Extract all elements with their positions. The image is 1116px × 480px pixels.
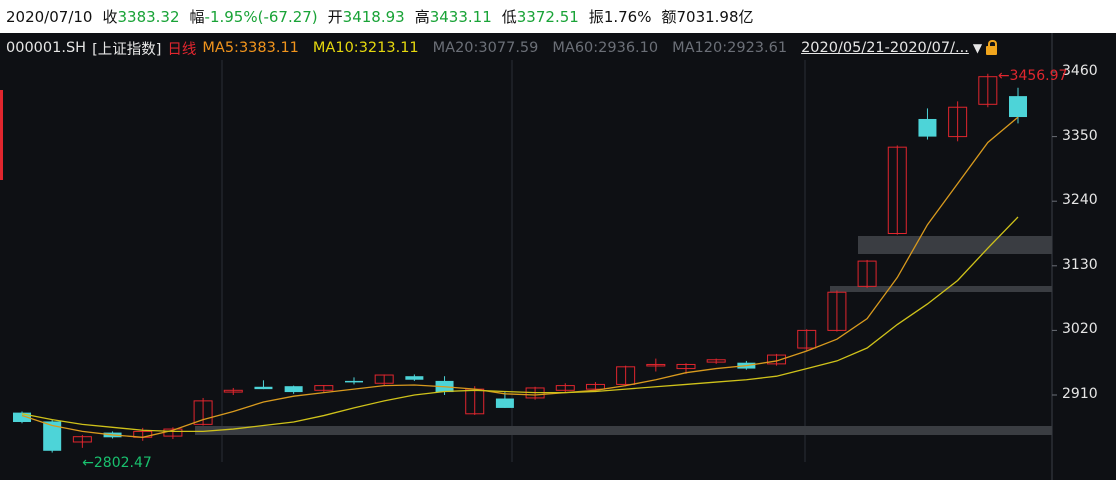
y-tick-label: 2910	[1062, 386, 1098, 402]
ma120-label: MA120:2923.61	[672, 40, 788, 56]
chart-area[interactable]	[0, 33, 1116, 480]
y-tick-label: 3130	[1062, 256, 1098, 273]
security-code: 000001.SH	[6, 40, 87, 56]
candle-body	[254, 386, 273, 390]
low-annotation: ←2802.47	[82, 454, 152, 471]
quote-date: 2020/07/10	[6, 7, 93, 26]
candle-body	[646, 363, 666, 367]
dropdown-triangle-icon[interactable]: ▼	[972, 41, 983, 55]
y-tick-label: 3240	[1062, 192, 1098, 209]
candle-body	[585, 383, 605, 390]
left-marker	[0, 90, 3, 180]
low-value: 3372.51	[516, 8, 579, 26]
amplitude-label: 振	[588, 8, 604, 26]
ma5-label: MA5:3383.11	[202, 40, 299, 56]
amplitude-value: 1.76%	[603, 8, 652, 26]
candle-body	[314, 385, 334, 391]
amount-value: 7031.98亿	[676, 8, 754, 26]
change-label: 幅	[189, 8, 205, 26]
candle-body	[767, 354, 787, 365]
close-label: 收	[102, 8, 118, 26]
ma20-label: MA20:3077.59	[432, 40, 539, 56]
candle-body	[374, 374, 394, 384]
high-label: 高	[414, 8, 430, 26]
ma10-label: MA10:3213.11	[312, 40, 419, 56]
candle-body	[797, 329, 817, 349]
candle-body	[495, 398, 514, 408]
candle-body	[555, 385, 575, 391]
candle-body	[706, 359, 726, 363]
y-tick-label: 3460	[1062, 63, 1098, 79]
open-label: 开	[327, 8, 343, 26]
open-value: 3418.93	[342, 8, 405, 26]
high-annotation: ←3456.97	[997, 67, 1068, 84]
close-value: 3383.32	[117, 8, 180, 26]
candle-body	[13, 412, 31, 423]
y-tick-label: 3350	[1062, 127, 1098, 144]
candle-body	[193, 400, 213, 425]
candle-body	[857, 260, 877, 287]
security-name: [上证指数]	[92, 41, 162, 58]
date-range-selector[interactable]: 2020/05/21-2020/07/...	[801, 40, 969, 56]
change-value: -1.95%(-67.27)	[204, 8, 318, 26]
ma60-label: MA60:2936.10	[552, 40, 659, 56]
period-label[interactable]: 日线	[167, 41, 197, 58]
candle-body	[43, 421, 62, 451]
candle-body	[405, 376, 424, 380]
ma5-line	[21, 116, 1019, 438]
lock-icon[interactable]	[986, 39, 998, 55]
candle-body	[1009, 96, 1027, 118]
candle-body	[887, 146, 907, 235]
candle-body	[918, 118, 937, 137]
candle-body	[616, 366, 636, 385]
y-tick-label: 3020	[1062, 321, 1098, 338]
gap-band	[830, 286, 1052, 292]
indicator-bar: 000001.SH [上证指数] 日线 MA5:3383.11 MA10:321…	[6, 37, 1011, 59]
amount-label: 额	[661, 8, 677, 26]
candle-body	[978, 76, 998, 105]
candle-body	[345, 380, 363, 383]
candle-body	[284, 386, 303, 393]
high-value: 3433.11	[429, 8, 492, 26]
gap-band	[858, 236, 1052, 254]
ma10-line	[21, 216, 1019, 433]
low-label: 低	[501, 8, 517, 26]
candle-body	[676, 363, 696, 370]
candle-body	[72, 436, 92, 443]
candle-body	[948, 106, 968, 138]
candle-body	[827, 291, 847, 331]
candle-body	[223, 389, 243, 393]
gap-band	[195, 426, 1052, 435]
quote-bar: 2020/07/10 收3383.32 幅-1.95%(-67.27) 开341…	[0, 0, 1116, 33]
